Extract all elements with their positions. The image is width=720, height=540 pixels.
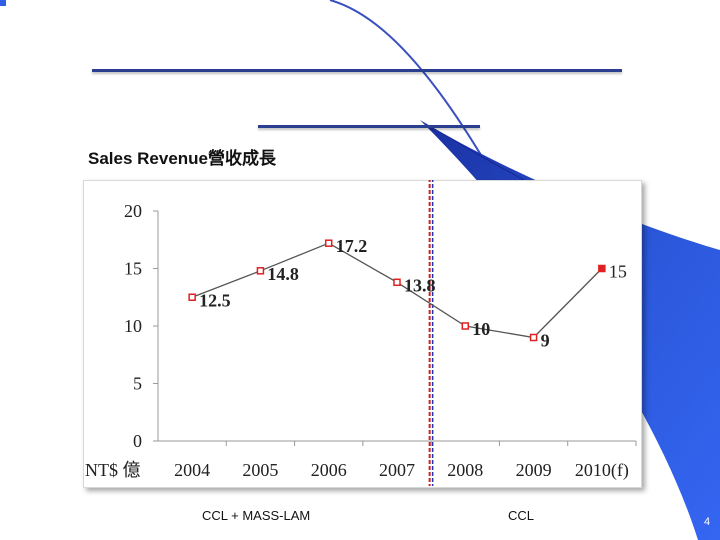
- segment-label-ccl: CCL: [508, 508, 535, 523]
- x-tick-label: 2005: [242, 460, 278, 480]
- data-label: 10: [472, 319, 490, 339]
- y-tick-label: 20: [124, 201, 142, 221]
- x-tick-label: 2006: [311, 460, 347, 480]
- header-rule-short: [258, 125, 480, 128]
- data-point: [188, 293, 196, 301]
- series-data-labels: 12.5 14.8 17.2 13.8 10 9 15: [199, 236, 627, 350]
- series-polyline: [191, 242, 603, 339]
- x-tick-label: 2010(f): [575, 460, 629, 481]
- data-label: 14.8: [267, 264, 299, 284]
- y-tick-label: 0: [133, 431, 142, 451]
- y-axis-unit-label: NT$ 億: [85, 460, 141, 480]
- x-tick-label: 2009: [516, 460, 552, 480]
- series-line: [191, 242, 603, 339]
- chart-frame: [83, 180, 642, 488]
- page-number: 4: [704, 516, 711, 528]
- series-points: [188, 239, 606, 342]
- x-tick-label: 2008: [447, 460, 483, 480]
- data-point: [393, 278, 401, 287]
- chart-axes: [153, 210, 637, 446]
- top-left-corner-mark: [0, 0, 6, 6]
- chart-tick-labels: 0 5 10 15 20 2004 2005 2006 2007 2008 2009 2010(f): [124, 201, 629, 481]
- x-tick-label: 2004: [174, 460, 210, 480]
- segment-label-ccl-mass-lam: CCL + MASS-LAM: [202, 508, 311, 523]
- data-label: 13.8: [404, 275, 436, 295]
- data-point: [256, 267, 265, 275]
- data-point: [598, 264, 606, 273]
- data-point: [324, 239, 333, 247]
- data-label: 15: [609, 262, 627, 282]
- x-tick-label: 2007: [379, 460, 415, 480]
- data-point: [529, 333, 538, 342]
- data-point: [461, 322, 470, 330]
- y-tick-label: 5: [133, 374, 142, 394]
- slide-subtitle: Sales Revenue營收成長: [88, 149, 277, 168]
- segment-divider: [428, 180, 434, 486]
- y-tick-label: 15: [124, 259, 142, 279]
- data-label: 12.5: [199, 290, 231, 310]
- data-label: 9: [541, 331, 550, 351]
- header-rule-long: [92, 69, 622, 72]
- y-tick-label: 10: [124, 316, 142, 336]
- data-label: 17.2: [336, 236, 368, 256]
